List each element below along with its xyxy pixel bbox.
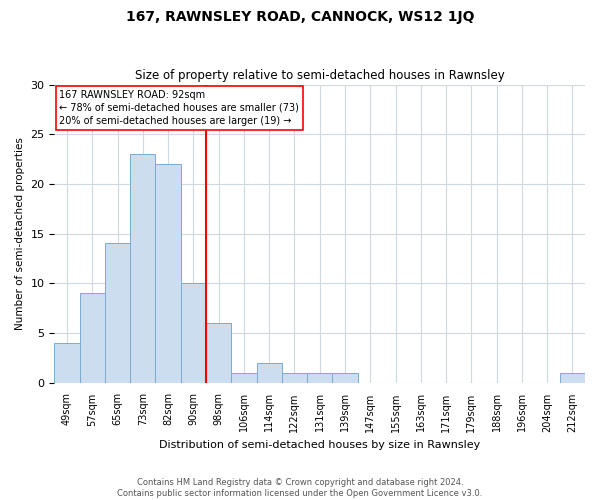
Bar bbox=[282, 372, 307, 382]
Text: 167, RAWNSLEY ROAD, CANNOCK, WS12 1JQ: 167, RAWNSLEY ROAD, CANNOCK, WS12 1JQ bbox=[126, 10, 474, 24]
Text: 167 RAWNSLEY ROAD: 92sqm
← 78% of semi-detached houses are smaller (73)
20% of s: 167 RAWNSLEY ROAD: 92sqm ← 78% of semi-d… bbox=[59, 90, 299, 126]
Bar bbox=[560, 372, 585, 382]
Bar bbox=[80, 293, 105, 382]
Text: Contains HM Land Registry data © Crown copyright and database right 2024.
Contai: Contains HM Land Registry data © Crown c… bbox=[118, 478, 482, 498]
Bar bbox=[130, 154, 155, 382]
Bar bbox=[155, 164, 181, 382]
Bar bbox=[105, 244, 130, 382]
Bar bbox=[206, 323, 231, 382]
Bar bbox=[181, 283, 206, 382]
Bar bbox=[55, 343, 80, 382]
Bar bbox=[231, 372, 257, 382]
Bar bbox=[257, 362, 282, 382]
Y-axis label: Number of semi-detached properties: Number of semi-detached properties bbox=[15, 137, 25, 330]
X-axis label: Distribution of semi-detached houses by size in Rawnsley: Distribution of semi-detached houses by … bbox=[159, 440, 481, 450]
Title: Size of property relative to semi-detached houses in Rawnsley: Size of property relative to semi-detach… bbox=[135, 69, 505, 82]
Bar bbox=[332, 372, 358, 382]
Bar bbox=[307, 372, 332, 382]
